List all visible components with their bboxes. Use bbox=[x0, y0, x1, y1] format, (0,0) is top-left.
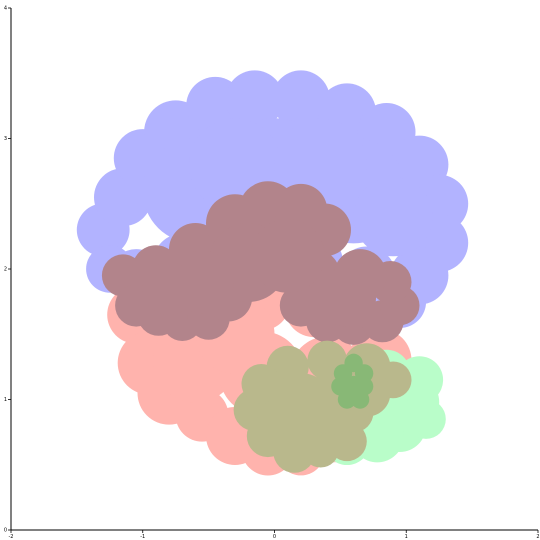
y-tick-label: 4 bbox=[4, 6, 7, 12]
y-tick-label: 2 bbox=[4, 267, 7, 273]
plot-area bbox=[76, 70, 469, 476]
series-3-lobe bbox=[318, 268, 376, 327]
series-3-lobe bbox=[142, 262, 196, 315]
x-tick-label: 1 bbox=[405, 534, 408, 540]
series-5-lobe bbox=[347, 353, 361, 367]
x-tick-label: -1 bbox=[140, 534, 145, 540]
x-tick-label: 2 bbox=[536, 534, 539, 540]
y-tick-label: 3 bbox=[4, 136, 7, 142]
series-2-lobe bbox=[406, 399, 446, 439]
series-1-lobe bbox=[353, 177, 433, 257]
series-1-lobe bbox=[271, 70, 330, 129]
x-tick-label: -2 bbox=[9, 534, 14, 540]
y-tick-label: 1 bbox=[4, 397, 7, 403]
series-5-lobe bbox=[350, 390, 370, 409]
y-tick-label: 0 bbox=[4, 528, 7, 534]
axes: -2 -1 0 1 2 0 1 2 3 4 bbox=[4, 6, 540, 540]
series-1-lobe bbox=[225, 70, 284, 129]
series-5-region bbox=[331, 353, 374, 409]
series-3-region bbox=[101, 181, 420, 345]
series-5-lobe bbox=[337, 390, 357, 409]
series-3-lobe bbox=[250, 219, 325, 293]
x-tick-label: 0 bbox=[273, 534, 276, 540]
